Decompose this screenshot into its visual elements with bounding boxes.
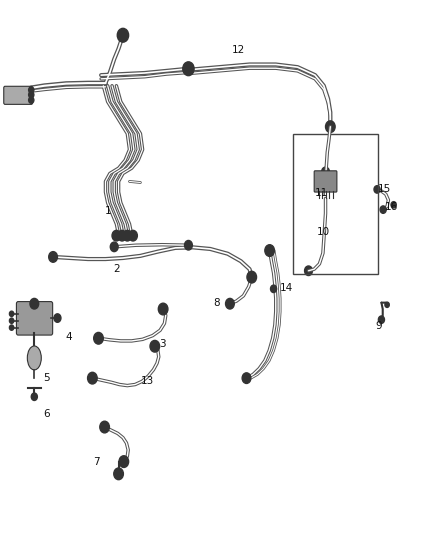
Circle shape — [304, 266, 312, 276]
Text: 3: 3 — [159, 338, 166, 349]
Text: 16: 16 — [385, 202, 398, 212]
Circle shape — [385, 302, 389, 308]
Circle shape — [380, 206, 386, 213]
Circle shape — [28, 92, 34, 98]
Bar — [293, 134, 378, 274]
Text: 12: 12 — [232, 45, 245, 54]
FancyBboxPatch shape — [4, 86, 32, 104]
Text: 11: 11 — [315, 188, 328, 198]
Circle shape — [112, 230, 121, 241]
FancyBboxPatch shape — [314, 171, 337, 192]
Circle shape — [10, 318, 14, 324]
Text: 10: 10 — [317, 227, 330, 237]
Text: 5: 5 — [43, 373, 50, 383]
Text: 2: 2 — [113, 264, 120, 274]
Circle shape — [28, 97, 34, 103]
Circle shape — [226, 298, 234, 309]
Circle shape — [158, 303, 168, 315]
Circle shape — [247, 271, 257, 283]
Circle shape — [117, 28, 129, 42]
Circle shape — [110, 242, 118, 252]
Circle shape — [123, 230, 132, 241]
Circle shape — [184, 240, 192, 250]
Ellipse shape — [27, 346, 41, 370]
Circle shape — [150, 341, 159, 352]
Circle shape — [28, 87, 34, 93]
Circle shape — [325, 121, 335, 133]
Text: 13: 13 — [140, 376, 154, 386]
Text: 15: 15 — [378, 184, 392, 195]
Circle shape — [94, 333, 103, 344]
Circle shape — [30, 298, 39, 309]
Circle shape — [119, 456, 129, 467]
Circle shape — [118, 230, 127, 241]
Text: 7: 7 — [93, 457, 100, 466]
Circle shape — [31, 393, 37, 400]
Circle shape — [265, 245, 275, 256]
Circle shape — [183, 62, 194, 76]
Circle shape — [54, 314, 61, 322]
Text: 14: 14 — [280, 283, 293, 293]
Circle shape — [10, 311, 14, 317]
Circle shape — [374, 185, 380, 193]
FancyBboxPatch shape — [16, 302, 53, 335]
Circle shape — [100, 421, 110, 433]
Text: 1: 1 — [104, 206, 111, 216]
Text: 6: 6 — [43, 409, 50, 419]
Circle shape — [114, 468, 124, 480]
Circle shape — [321, 167, 329, 176]
Circle shape — [271, 285, 277, 293]
Circle shape — [391, 201, 396, 208]
Circle shape — [129, 230, 138, 241]
Circle shape — [378, 316, 385, 324]
Circle shape — [242, 373, 251, 383]
Text: 9: 9 — [375, 321, 381, 331]
Text: 4: 4 — [65, 332, 72, 342]
Circle shape — [88, 372, 97, 384]
Text: 8: 8 — [213, 297, 220, 308]
Circle shape — [49, 252, 57, 262]
Circle shape — [10, 325, 14, 330]
